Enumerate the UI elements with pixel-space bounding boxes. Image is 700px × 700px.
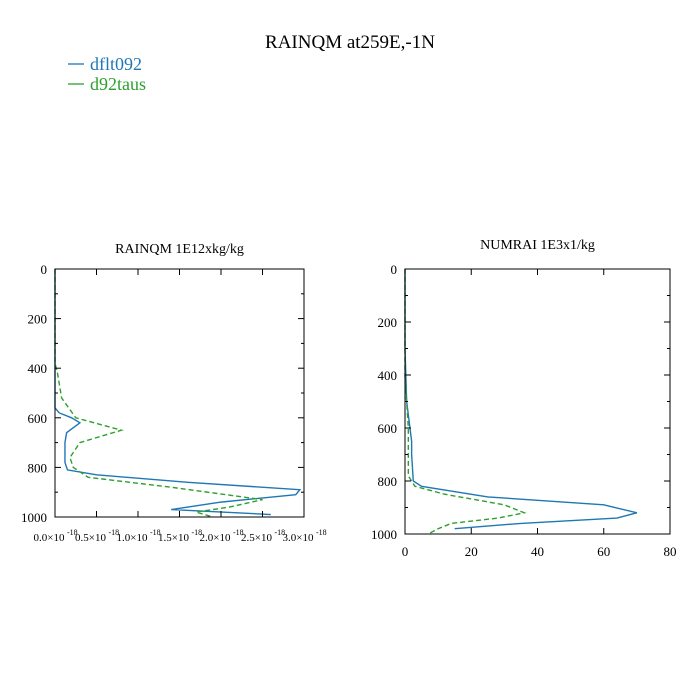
x-tick-exponent: -18 — [275, 528, 286, 537]
x-tick-label: 2.0×10 — [200, 532, 231, 544]
x-tick-label: 3.0×10 — [283, 532, 314, 544]
figure-title: RAINQM at259E,-1N — [265, 32, 435, 53]
series-line-dflt092 — [404, 269, 638, 530]
x-tick-exponent: -18 — [316, 528, 327, 537]
x-tick-label: 1.0×10 — [117, 532, 148, 544]
panel-numrai: NUMRAI 1E3x1/kg 0 200 400 600 800 1000 0 20 40 60 8… — [371, 238, 677, 559]
x-tick-label: 20 — [465, 544, 478, 559]
panel-rainqm: RAINQM 1E12xkg/kg 0 200 400 600 800 1000 0.0×10… — [21, 242, 327, 544]
x-tick-label: 2.5×10 — [241, 532, 272, 544]
y-tick-label: 800 — [378, 474, 398, 489]
x-tick-label: 0 — [402, 544, 409, 559]
y-tick-label: 0 — [391, 262, 398, 277]
x-tick-label: 80 — [664, 544, 677, 559]
y-tick-label: 600 — [28, 411, 48, 426]
y-tick-label: 400 — [28, 361, 48, 376]
x-tick-label: 1.5×10 — [158, 532, 189, 544]
x-tick-exponent: -18 — [192, 528, 203, 537]
y-tick-label: 200 — [378, 315, 398, 330]
series-line-dflt092 — [54, 269, 302, 516]
x-tick-label: 0.0×10 — [34, 532, 65, 544]
y-tick-label: 400 — [378, 368, 398, 383]
x-tick-label: 60 — [597, 544, 610, 559]
legend-label-d92taus: d92taus — [90, 74, 146, 94]
y-tick-label: 1000 — [21, 510, 47, 525]
y-tick-label: 600 — [378, 421, 398, 436]
x-tick-exponent: -18 — [233, 528, 244, 537]
x-tick-exponent: -18 — [109, 528, 120, 537]
x-tick-exponent: -18 — [150, 528, 161, 537]
y-tick-label: 0 — [41, 262, 48, 277]
y-tick-label: 800 — [28, 460, 48, 475]
x-tick-label: 40 — [531, 544, 544, 559]
legend-label-dflt092: dflt092 — [90, 54, 142, 74]
y-tick-label: 1000 — [371, 527, 397, 542]
x-tick-exponent: -18 — [67, 528, 78, 537]
y-tick-label: 200 — [28, 312, 48, 327]
series-line-d92taus — [404, 269, 527, 535]
panel-title: NUMRAI 1E3x1/kg — [480, 238, 595, 253]
plot-frame — [54, 268, 305, 518]
x-tick-label: 0.5×10 — [75, 532, 106, 544]
panel-title: RAINQM 1E12xkg/kg — [115, 242, 244, 257]
legend: dflt092 d92taus — [68, 54, 146, 94]
series-line-d92taus — [54, 269, 263, 518]
